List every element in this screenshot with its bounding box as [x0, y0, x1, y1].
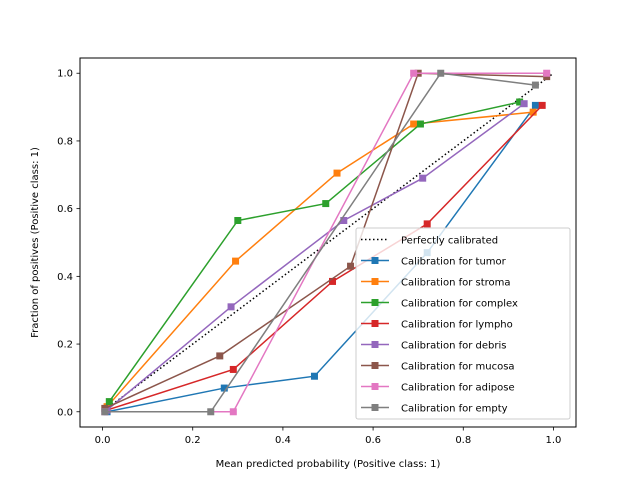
y-tick-label: 0.4 — [57, 272, 73, 283]
y-tick-label: 1.0 — [57, 69, 73, 80]
calibration-for-debris-marker — [227, 303, 235, 311]
y-tick-label: 0.2 — [57, 340, 73, 351]
legend-entry: Calibration for stroma — [361, 278, 511, 289]
y-axis-ticks: 0.0 0.2 0.4 0.6 0.8 1.0 — [57, 69, 80, 418]
calibration-for-tumor-marker — [310, 372, 318, 380]
legend-entry: Calibration for debris — [361, 341, 506, 352]
legend-entry: Calibration for mucosa — [361, 362, 515, 373]
legend-marker — [371, 278, 379, 285]
calibration-for-tumor-marker — [220, 384, 228, 392]
legend-marker — [371, 341, 379, 348]
calibration-for-empty-marker — [531, 81, 539, 89]
x-axis-ticks: 0.0 0.2 0.4 0.6 0.8 1.0 — [95, 427, 562, 446]
calibration-for-debris-marker — [520, 100, 528, 108]
calibration-for-stroma-marker — [232, 257, 240, 265]
legend-items: Perfectly calibrated Calibration for tumo… — [361, 236, 518, 415]
x-tick-label: 0.4 — [275, 435, 291, 446]
calibration-for-empty-marker — [207, 408, 215, 416]
y-tick-label: 0.6 — [57, 204, 73, 215]
legend-entry: Calibration for lympho — [361, 320, 513, 331]
legend-marker — [371, 362, 379, 369]
calibration-for-lympho-marker — [329, 277, 337, 285]
y-tick-label: 0.8 — [57, 136, 73, 147]
legend-label: Calibration for complex — [401, 299, 518, 310]
legend-marker — [371, 257, 379, 264]
calibration-for-empty-marker — [101, 408, 109, 416]
legend-entry: Perfectly calibrated — [361, 236, 498, 247]
legend-entry: Calibration for tumor — [361, 257, 507, 268]
calibration-for-empty-line — [104, 72, 536, 413]
series-calibration-for-empty — [101, 69, 539, 416]
x-tick-label: 0.2 — [185, 435, 201, 446]
legend-label: Calibration for lympho — [401, 320, 513, 331]
calibration-for-debris-marker — [419, 174, 427, 182]
x-tick-label: 0.0 — [95, 435, 111, 446]
calibration-for-lympho-marker — [423, 220, 431, 228]
calibration-for-complex-marker — [516, 98, 524, 106]
calibration-for-complex-marker — [416, 120, 424, 128]
calibration-for-mucosa-marker — [347, 262, 355, 270]
legend-label: Calibration for empty — [401, 404, 508, 415]
legend-entry: Calibration for adipose — [361, 383, 515, 394]
plot-lines — [101, 69, 554, 416]
legend-label: Perfectly calibrated — [401, 236, 498, 247]
legend-box — [355, 227, 571, 420]
calibration-for-empty-marker — [437, 69, 445, 77]
calibration-for-debris-marker — [340, 216, 348, 224]
legend-entry: Calibration for complex — [361, 299, 518, 310]
legend-marker — [371, 320, 379, 327]
x-tick-label: 0.6 — [365, 435, 381, 446]
legend-label: Calibration for tumor — [401, 257, 507, 268]
calibration-for-lympho-marker — [538, 101, 546, 109]
calibration-for-adipose-marker — [543, 69, 551, 77]
x-axis-label: Mean predicted probability (Positive cla… — [216, 459, 441, 470]
legend-entry: Calibration for empty — [361, 404, 508, 415]
calibration-for-complex-marker — [105, 398, 113, 406]
legend-label: Calibration for stroma — [401, 278, 511, 289]
calibration-for-complex-marker — [234, 216, 242, 224]
y-tick-label: 0.0 — [57, 407, 73, 418]
x-tick-label: 0.8 — [455, 435, 471, 446]
legend-marker — [371, 404, 379, 411]
legend: Perfectly calibrated Calibration for tumo… — [355, 227, 571, 420]
x-tick-label: 1.0 — [546, 435, 562, 446]
series-calibration-for-complex — [105, 98, 524, 406]
calibration-for-stroma-marker — [410, 120, 418, 128]
legend-label: Calibration for mucosa — [401, 362, 515, 373]
legend-marker — [371, 383, 379, 390]
calibration-for-adipose-marker — [410, 69, 418, 77]
calibration-for-adipose-marker — [229, 408, 237, 416]
legend-marker — [371, 299, 379, 306]
calibration-for-mucosa-marker — [216, 352, 224, 360]
plot-frame — [79, 57, 577, 428]
calibration-for-complex-marker — [322, 200, 330, 208]
calibration-for-stroma-marker — [529, 108, 537, 116]
legend-label: Calibration for debris — [401, 341, 506, 352]
calibration-for-lympho-marker — [229, 365, 237, 373]
calibration-for-stroma-marker — [333, 169, 341, 177]
calibration-for-tumor-marker — [531, 101, 539, 109]
legend-label: Calibration for adipose — [401, 383, 515, 394]
y-axis-label: Fraction of positives (Positive class: 1… — [30, 147, 41, 338]
